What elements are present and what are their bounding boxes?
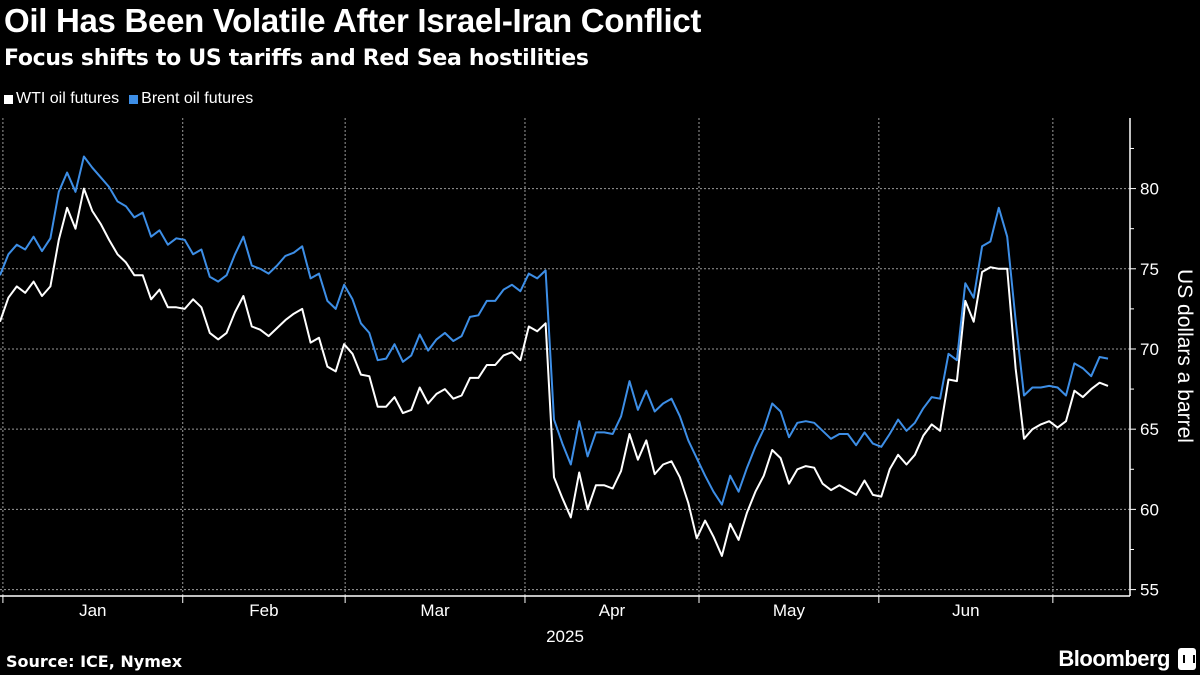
x-tick-label-jan: Jan [79,601,106,620]
y-axis-label: US dollars a barrel [1173,269,1196,443]
y-tick-label: 60 [1140,500,1159,519]
series-line-brent [0,155,1109,506]
x-tick-label-feb: Feb [249,601,278,620]
legend-label-brent: Brent oil futures [141,90,254,107]
y-tick-label: 65 [1140,420,1159,439]
x-tick-label-may: May [773,601,806,620]
chart-title: Oil Has Been Volatile After Israel-Iran … [4,2,702,39]
legend-swatch-wti [4,94,13,104]
series-line-wti [0,187,1109,557]
x-tick-label-apr: Apr [599,601,626,620]
chart-subtitle: Focus shifts to US tariffs and Red Sea h… [4,46,589,71]
x-tick-label-mar: Mar [420,601,450,620]
bloomberg-logo: Bloomberg [1058,646,1170,671]
legend: WTI oil futures Brent oil futures [4,90,253,108]
y-tick-label: 70 [1140,340,1159,359]
legend-item-wti: WTI oil futures [4,90,119,108]
y-tick-label: 80 [1140,180,1159,199]
y-tick-label: 75 [1140,260,1159,279]
bloomberg-chart-icon [1178,648,1196,670]
x-axis-label: 2025 [546,627,584,646]
legend-label-wti: WTI oil futures [16,90,120,107]
x-tick-label-jun: Jun [952,601,979,620]
legend-swatch-brent [129,94,139,104]
source-note: Source: ICE, Nymex [6,652,183,671]
legend-item-brent: Brent oil futures [129,90,253,108]
y-tick-label: 55 [1140,581,1159,600]
